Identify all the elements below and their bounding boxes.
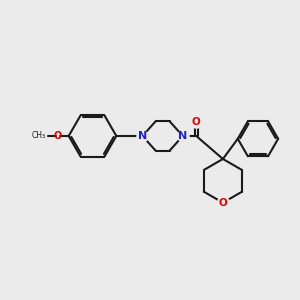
- Text: N: N: [178, 131, 188, 141]
- Text: O: O: [54, 131, 62, 141]
- Text: N: N: [138, 131, 147, 141]
- Text: O: O: [218, 198, 227, 208]
- Text: CH₃: CH₃: [32, 131, 46, 140]
- Text: O: O: [192, 117, 201, 127]
